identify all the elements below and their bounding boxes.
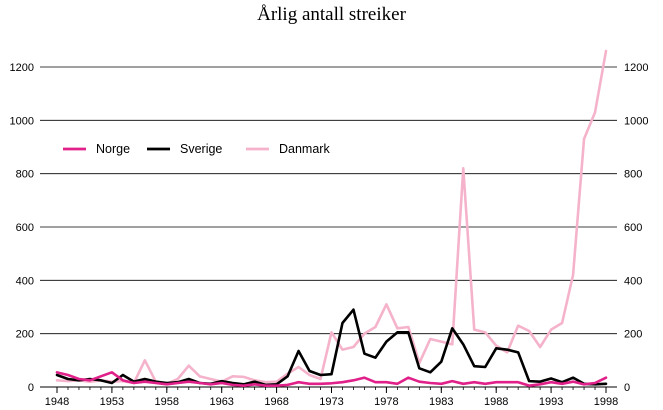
- y-tick-left-label: 0: [28, 382, 34, 394]
- legend-label-danmark: Danmark: [279, 142, 330, 156]
- y-axis-left-ticks: 0 200 400 600 800 1000 1200: [10, 62, 34, 394]
- x-tick-label: 1963: [209, 396, 233, 408]
- x-tick-label: 1968: [264, 396, 288, 408]
- y-tick-left-label: 600: [16, 222, 34, 234]
- x-tick-label: 1948: [45, 396, 69, 408]
- x-tick-label: 1973: [319, 396, 343, 408]
- series-line-danmark: [55, 49, 608, 386]
- chart-title: Årlig antall streiker: [257, 4, 406, 25]
- x-tick-label: 1998: [594, 396, 618, 408]
- x-axis-ticks: 1948 1953 1958 1963 1968 1973 1978 1983 1988 1993…: [45, 387, 618, 408]
- gridlines: [40, 66, 617, 335]
- x-tick-label: 1988: [484, 396, 508, 408]
- y-tick-left-label: 1200: [10, 62, 34, 74]
- y-tick-right-label: 1200: [624, 62, 648, 74]
- series-line-sverige: [55, 308, 608, 387]
- y-tick-left-label: 1000: [10, 115, 34, 127]
- y-tick-right-label: 600: [624, 222, 642, 234]
- legend-label-sverige: Sverige: [180, 142, 222, 156]
- series-lines: [55, 49, 608, 387]
- y-tick-right-label: 1000: [624, 115, 648, 127]
- x-tick-label: 1983: [429, 396, 453, 408]
- y-axis-right-ticks: 0 200 400 600 800 1000 1200: [624, 62, 648, 394]
- y-tick-right-label: 800: [624, 169, 642, 181]
- series-line-norge: [55, 371, 608, 387]
- y-tick-left-label: 400: [16, 275, 34, 287]
- x-tick-label: 1953: [100, 396, 124, 408]
- y-tick-right-label: 0: [624, 382, 630, 394]
- y-tick-left-label: 800: [16, 169, 34, 181]
- x-tick-label: 1978: [374, 396, 398, 408]
- y-tick-right-label: 400: [624, 275, 642, 287]
- legend: Norge Sverige Danmark: [63, 142, 330, 156]
- y-tick-right-label: 200: [624, 329, 642, 341]
- x-tick-label: 1993: [539, 396, 563, 408]
- y-tick-left-label: 200: [16, 329, 34, 341]
- x-tick-label: 1958: [155, 396, 179, 408]
- legend-label-norge: Norge: [96, 142, 130, 156]
